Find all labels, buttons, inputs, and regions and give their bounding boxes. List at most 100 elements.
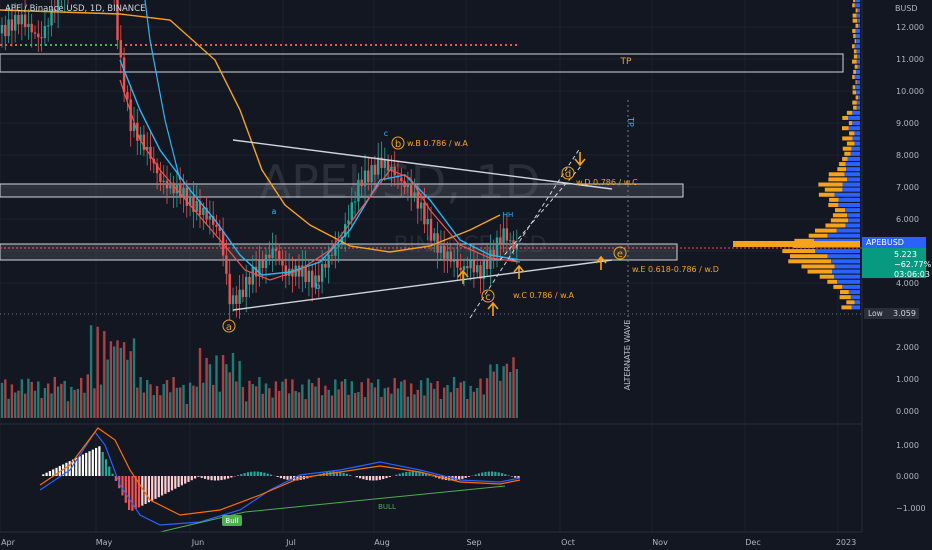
macd-bar <box>68 461 71 476</box>
macd-bar <box>42 474 45 476</box>
profile-bar-sell <box>782 249 816 254</box>
macd-bar <box>359 476 362 479</box>
volume-bar <box>512 357 515 418</box>
volume-bar <box>357 391 360 418</box>
volume-bar <box>215 355 218 418</box>
wave-b-ratio-text: w.B 0.786 / w.A <box>407 139 468 148</box>
candle-body <box>439 245 443 253</box>
candle-body <box>0 24 4 34</box>
profile-bar-buy <box>855 28 860 33</box>
profile-bar-sell <box>846 141 855 146</box>
profile-bar-buy <box>856 59 860 64</box>
macd-bar <box>114 476 117 481</box>
profile-bar-sell <box>855 8 858 13</box>
macd-bar <box>124 476 127 503</box>
volume-bar <box>452 376 456 418</box>
macd-bar <box>365 476 368 480</box>
candle-body <box>377 157 380 175</box>
volume-bar <box>66 401 70 418</box>
profile-bar-sell <box>842 156 848 161</box>
candle-body <box>27 23 30 28</box>
candle-body <box>416 192 419 209</box>
candle-body <box>241 289 245 298</box>
profile-bar-buy <box>856 13 860 18</box>
macd-bar <box>434 476 438 478</box>
volume-bar <box>393 377 396 418</box>
candle-body <box>443 245 446 259</box>
profile-bar-sell <box>789 254 828 259</box>
volume-bar <box>307 379 311 418</box>
macd-bar <box>236 475 240 476</box>
time-tick: May <box>96 538 113 547</box>
candle-body <box>452 260 456 262</box>
candle-body <box>20 14 23 25</box>
volume-bar <box>195 386 198 418</box>
volume-bar <box>27 378 30 418</box>
symbol-header: APE / Binance USD, 1D, BINANCE <box>5 4 145 14</box>
candle-body <box>317 275 320 282</box>
profile-bar-buy <box>856 39 860 44</box>
volume-bar <box>159 395 162 418</box>
profile-bar-sell <box>852 13 857 18</box>
candle-body <box>515 244 518 250</box>
profile-bar-sell <box>853 34 856 39</box>
current-price-text: 5.223 <box>894 250 917 259</box>
candle-body <box>479 265 482 279</box>
profile-bar-sell <box>788 259 832 264</box>
volume-bar <box>344 379 347 418</box>
macd-bar <box>474 474 477 476</box>
candle-body <box>14 14 17 31</box>
volume-bar <box>311 383 314 418</box>
profile-bar-sell <box>839 295 851 300</box>
macd-bar <box>266 473 269 476</box>
volume-bar <box>281 381 284 418</box>
macd-bar <box>421 472 424 476</box>
macd-bar <box>161 476 164 496</box>
macd-bar <box>405 472 408 476</box>
volume-bar <box>126 359 129 418</box>
volume-bar <box>212 384 215 418</box>
volume-bar <box>294 390 297 418</box>
volume-bar <box>80 377 83 418</box>
profile-bar-buy <box>856 49 860 54</box>
profile-bar-sell <box>844 151 851 156</box>
profile-bar-buy <box>842 284 860 289</box>
macd-bar <box>71 459 75 476</box>
candle-body <box>492 249 495 258</box>
time-axis-bg[interactable] <box>0 532 932 550</box>
candle-body <box>132 122 136 132</box>
profile-bar-sell <box>814 228 837 233</box>
low-value-text: 3.059 <box>893 309 916 318</box>
candle-body <box>370 165 373 183</box>
volume-bar <box>466 398 469 418</box>
profile-bar-sell <box>835 208 846 213</box>
macd-bar <box>174 476 177 489</box>
volume-bar <box>146 379 149 418</box>
svg-text:a: a <box>226 322 232 333</box>
volume-bar <box>129 351 132 418</box>
price-tick: 6.000 <box>896 215 919 224</box>
macd-bar <box>398 473 401 476</box>
profile-bar-sell <box>794 238 815 243</box>
candle-body <box>146 146 149 150</box>
volume-bar <box>185 403 188 418</box>
candle-body <box>482 260 485 279</box>
macd-bar <box>157 476 160 498</box>
lower-trendline <box>232 259 613 311</box>
profile-bar-buy <box>842 187 860 192</box>
candle-body <box>205 207 208 220</box>
candle-body <box>175 183 179 194</box>
volume-bar <box>261 393 264 418</box>
volume-bar <box>373 387 377 418</box>
profile-bar-sell <box>853 49 857 54</box>
volume-bar <box>106 359 109 418</box>
candle-body <box>350 202 353 221</box>
volume-bar <box>116 340 119 418</box>
candle-body <box>258 260 261 277</box>
profile-bar-buy <box>852 121 860 126</box>
candle-body <box>512 240 515 250</box>
macd-bar <box>128 476 131 511</box>
hh-label: HH <box>503 211 514 219</box>
candle-body <box>172 182 175 194</box>
